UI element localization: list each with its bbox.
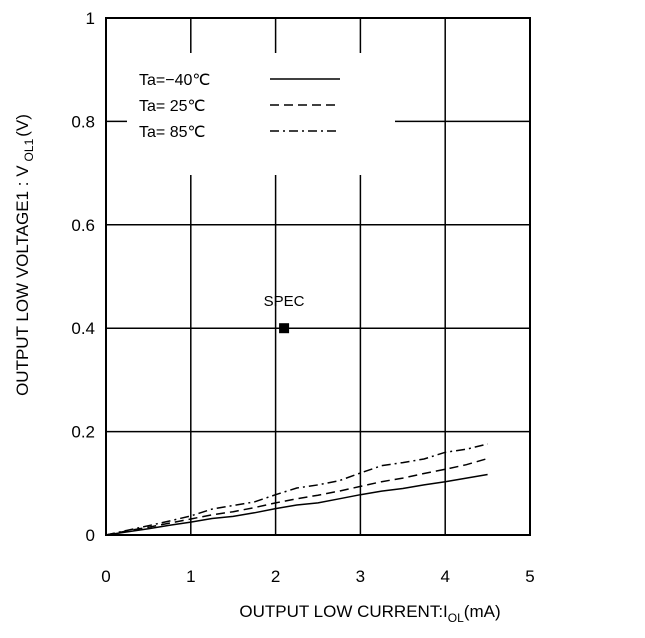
x-tick-labels: 0 1 2 3 4 5 [101,567,534,586]
legend-label-1: Ta= 25℃ [139,98,205,115]
y-tick-labels: 0 0.2 0.4 0.6 0.8 1 [71,9,95,545]
y-tick-label-0: 0 [86,526,95,545]
y-tick-label-4: 0.8 [71,112,95,131]
legend-background [127,53,395,175]
x-tick-label-3: 3 [356,567,365,586]
series-line-2 [105,443,488,536]
y-tick-label-2: 0.4 [71,319,95,338]
x-axis-title-unit: (mA) [464,602,501,621]
y-tick-label-1: 0.2 [71,423,95,442]
series-lines [105,443,488,536]
legend-label-0: Ta=−40℃ [139,72,210,89]
y-tick-label-5: 1 [86,9,95,28]
plot-frame [105,17,531,536]
legend: Ta=−40℃ Ta= 25℃ Ta= 85℃ [139,72,340,141]
legend-box [127,53,395,175]
x-axis-title-subscript: OL [448,611,464,625]
y-tick-label-3: 0.6 [71,216,95,235]
x-axis-title-main: OUTPUT LOW CURRENT:I [239,602,447,621]
spec-label: SPEC [264,293,305,310]
legend-label-2: Ta= 85℃ [139,124,205,141]
x-tick-label-4: 4 [440,567,449,586]
x-tick-label-0: 0 [101,567,110,586]
y-axis-title-main: OUTPUT LOW VOLTAGE1 : V [13,165,32,396]
spec-marker [279,323,290,334]
y-axis-title-subscript: OL1 [22,138,36,161]
x-tick-label-2: 2 [271,567,280,586]
annotation: SPEC [264,293,305,334]
x-tick-label-1: 1 [186,567,195,586]
y-axis-title-unit: (V) [13,114,32,137]
y-axis-title: OUTPUT LOW VOLTAGE1 : V OL1(V) [13,114,36,396]
x-tick-label-5: 5 [525,567,534,586]
series-line-1 [105,457,488,536]
series-line-0 [105,473,488,536]
x-axis-title: OUTPUT LOW CURRENT:IOL(mA) [239,602,500,625]
